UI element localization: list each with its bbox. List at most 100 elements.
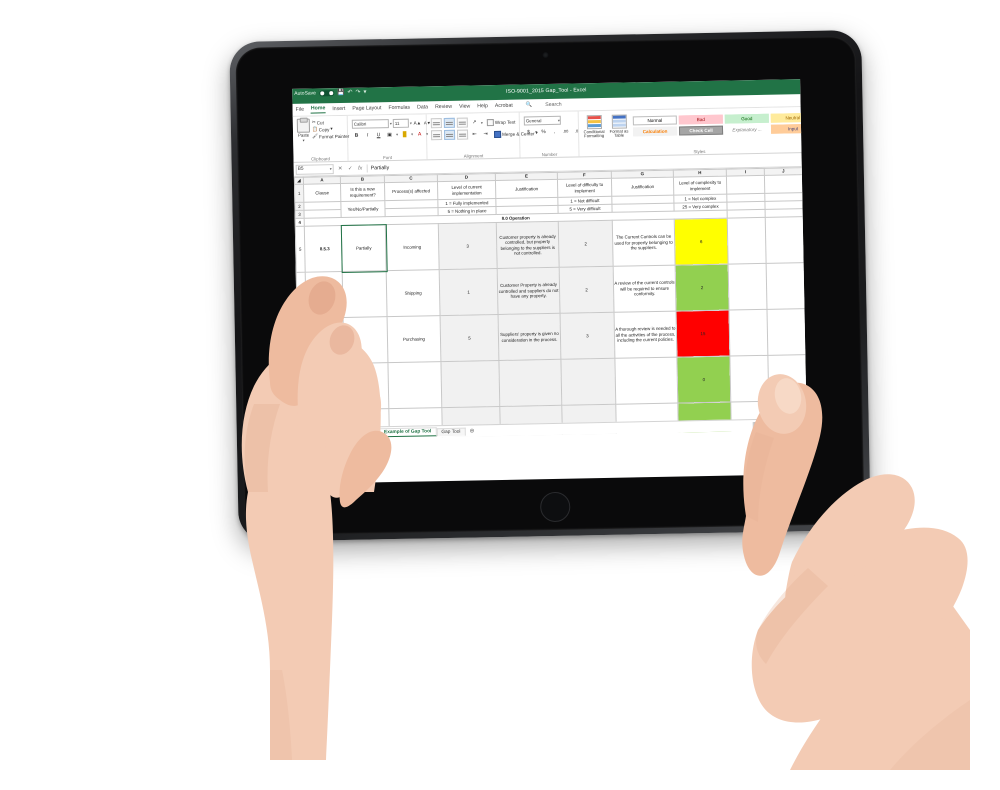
paste-button[interactable]: Paste ▾ (296, 118, 311, 143)
italic-button[interactable]: I (366, 131, 369, 138)
ribbon-tab-file[interactable]: File (295, 106, 304, 113)
header-new-requirement[interactable]: Is this a new requirement? (340, 182, 385, 202)
row-header-4[interactable]: 4 (295, 218, 305, 227)
cell-justification-1[interactable]: Suppliers' property is given no consider… (498, 313, 561, 361)
header-level-difficulty[interactable]: Level of difficulty to implement (557, 178, 612, 198)
cell-process[interactable]: Shipping (386, 269, 441, 317)
cell-j6[interactable] (766, 262, 805, 310)
percent-format-icon[interactable]: % (541, 128, 546, 135)
wrap-text-button[interactable]: Wrap Text (486, 118, 516, 126)
font-size-chevron-down-icon[interactable]: ▾ (409, 120, 412, 126)
cell-difficulty[interactable]: 2 (558, 220, 614, 268)
font-name-chevron-down-icon[interactable]: ▾ (389, 121, 392, 127)
cell-implementation[interactable]: 1 (439, 268, 499, 316)
cell-i8[interactable] (729, 355, 769, 403)
number-format-select[interactable]: General ▾ (523, 115, 561, 126)
sheet-tab-how-to-use[interactable]: How To Use the Gap Tool (314, 428, 380, 439)
cut-button[interactable]: ✂ Cut (311, 119, 324, 125)
currency-format-icon[interactable]: $ (527, 128, 530, 135)
decrease-indent-icon[interactable]: ⇤ (472, 131, 477, 138)
comma-format-icon[interactable]: , (553, 128, 556, 135)
cell-implementation[interactable]: 3 (438, 222, 498, 270)
cell-implementation[interactable] (440, 360, 500, 408)
ribbon-tab-data[interactable]: Data (417, 104, 429, 111)
cell-justification-1[interactable] (498, 359, 562, 407)
horizontal-scrollbar[interactable] (752, 421, 805, 431)
orientation-icon[interactable]: ↗ (472, 119, 477, 126)
conditional-formatting-button[interactable]: Conditional Formatting (583, 114, 605, 139)
header-justification-1[interactable]: Justification (495, 179, 558, 199)
fill-color-chevron-down-icon[interactable]: ▾ (411, 131, 414, 137)
header-process-affected[interactable]: Process(s) affected (384, 181, 438, 201)
cell-b2-yes-no-partially[interactable]: Yes/No/Partially (340, 200, 386, 218)
style-calculation[interactable]: Calculation (632, 126, 678, 137)
cancel-icon[interactable]: ✕ (337, 165, 343, 172)
confirm-icon[interactable]: ✓ (347, 165, 353, 172)
row-header-1[interactable]: 1 (294, 184, 304, 203)
ribbon-tab-acrobat[interactable]: Acrobat (494, 102, 513, 110)
borders-chevron-down-icon[interactable]: ▾ (396, 131, 399, 137)
align-middle-icon[interactable] (443, 117, 455, 129)
style-check-cell[interactable]: Check Cell (678, 125, 724, 136)
cell-j5[interactable] (765, 216, 805, 264)
orientation-chevron-down-icon[interactable]: ▾ (480, 119, 483, 125)
ribbon-tab-page-layout[interactable]: Page Layout (352, 105, 382, 112)
row-header-3[interactable]: 3 (295, 210, 305, 219)
style-bad[interactable]: Bad (678, 114, 723, 125)
font-size-input[interactable]: 11 (392, 118, 409, 128)
sheet-tab-gap-tool[interactable]: Gap Tool (436, 427, 466, 436)
borders-icon[interactable]: ▣ (387, 131, 392, 138)
increase-decimal-icon[interactable]: .00 (562, 128, 569, 134)
cell-justification-2[interactable]: A review of the current controls will be… (613, 265, 677, 313)
cell-j1[interactable] (764, 174, 803, 194)
fill-color-icon[interactable]: █ (402, 131, 407, 138)
cell-process[interactable]: Purchasing (387, 315, 441, 363)
scrollbar-thumb[interactable] (753, 421, 762, 431)
increase-indent-icon[interactable]: ⇥ (483, 131, 488, 138)
cell-clause[interactable]: 8.5.3 (306, 363, 345, 411)
cell-complexity[interactable]: 6 (674, 218, 729, 266)
cell-clause[interactable]: 8.5.3 (305, 271, 344, 319)
cell-process[interactable] (387, 361, 442, 409)
align-right-icon[interactable] (456, 129, 469, 140)
cell-justification-2[interactable]: The Current Controls can be used for pro… (612, 219, 676, 267)
cell-j7[interactable] (766, 308, 806, 356)
cell-complexity[interactable]: 15 (676, 310, 730, 358)
cell-difficulty[interactable]: 3 (560, 312, 615, 360)
header-level-complexity[interactable]: Level of complexity to implement (673, 176, 727, 196)
search-icon[interactable]: 🔍 (525, 102, 533, 109)
align-center-icon[interactable] (443, 129, 456, 141)
ribbon-tab-view[interactable]: View (458, 103, 471, 110)
align-bottom-icon[interactable] (456, 117, 468, 128)
align-left-icon[interactable] (430, 130, 443, 141)
ribbon-tab-help[interactable]: Help (477, 103, 488, 110)
ribbon-tab-formulas[interactable]: Formulas (388, 104, 411, 112)
cell-difficulty[interactable] (560, 358, 616, 406)
cell-styles-gallery[interactable]: Normal Bad Good Neutral Calculation Chec… (632, 111, 808, 137)
header-justification-2[interactable]: Justification (611, 177, 674, 197)
add-sheet-icon[interactable]: ⊕ (469, 428, 475, 435)
cell-new-requirement[interactable]: Partially (340, 223, 388, 273)
cell-i1[interactable] (726, 175, 765, 195)
font-color-icon[interactable]: A (417, 130, 422, 138)
spreadsheet-grid[interactable]: ◢ A B C D E F G H I J 1 (293, 167, 807, 440)
align-top-icon[interactable] (430, 118, 442, 129)
search-label[interactable]: Search (545, 101, 562, 109)
name-box[interactable]: B5 ▾ (295, 163, 334, 175)
ribbon-tab-review[interactable]: Review (434, 103, 453, 111)
chevron-down-icon[interactable]: ▾ (302, 137, 305, 143)
header-clause[interactable]: Clause (303, 183, 341, 203)
cell-difficulty[interactable]: 2 (559, 266, 615, 314)
cell-complexity[interactable]: 2 (675, 264, 729, 312)
cell-new-requirement[interactable] (342, 270, 388, 318)
ribbon-tab-insert[interactable]: Insert (332, 105, 346, 113)
style-normal[interactable]: Normal (632, 115, 677, 126)
cell-justification-2[interactable] (614, 357, 678, 405)
cell-complexity[interactable]: 0 (676, 356, 731, 404)
format-painter-button[interactable]: 🖌 Format Painter (312, 133, 350, 139)
cell-i7[interactable] (728, 309, 768, 357)
cell-process[interactable]: Incoming (385, 223, 440, 271)
cell-implementation[interactable]: 5 (440, 314, 499, 362)
cell-i6[interactable] (728, 263, 767, 311)
ribbon[interactable]: Paste ▾ ✂ Cut 📋 Copy ▾ 🖌 Format Painter Clip… (292, 106, 808, 163)
